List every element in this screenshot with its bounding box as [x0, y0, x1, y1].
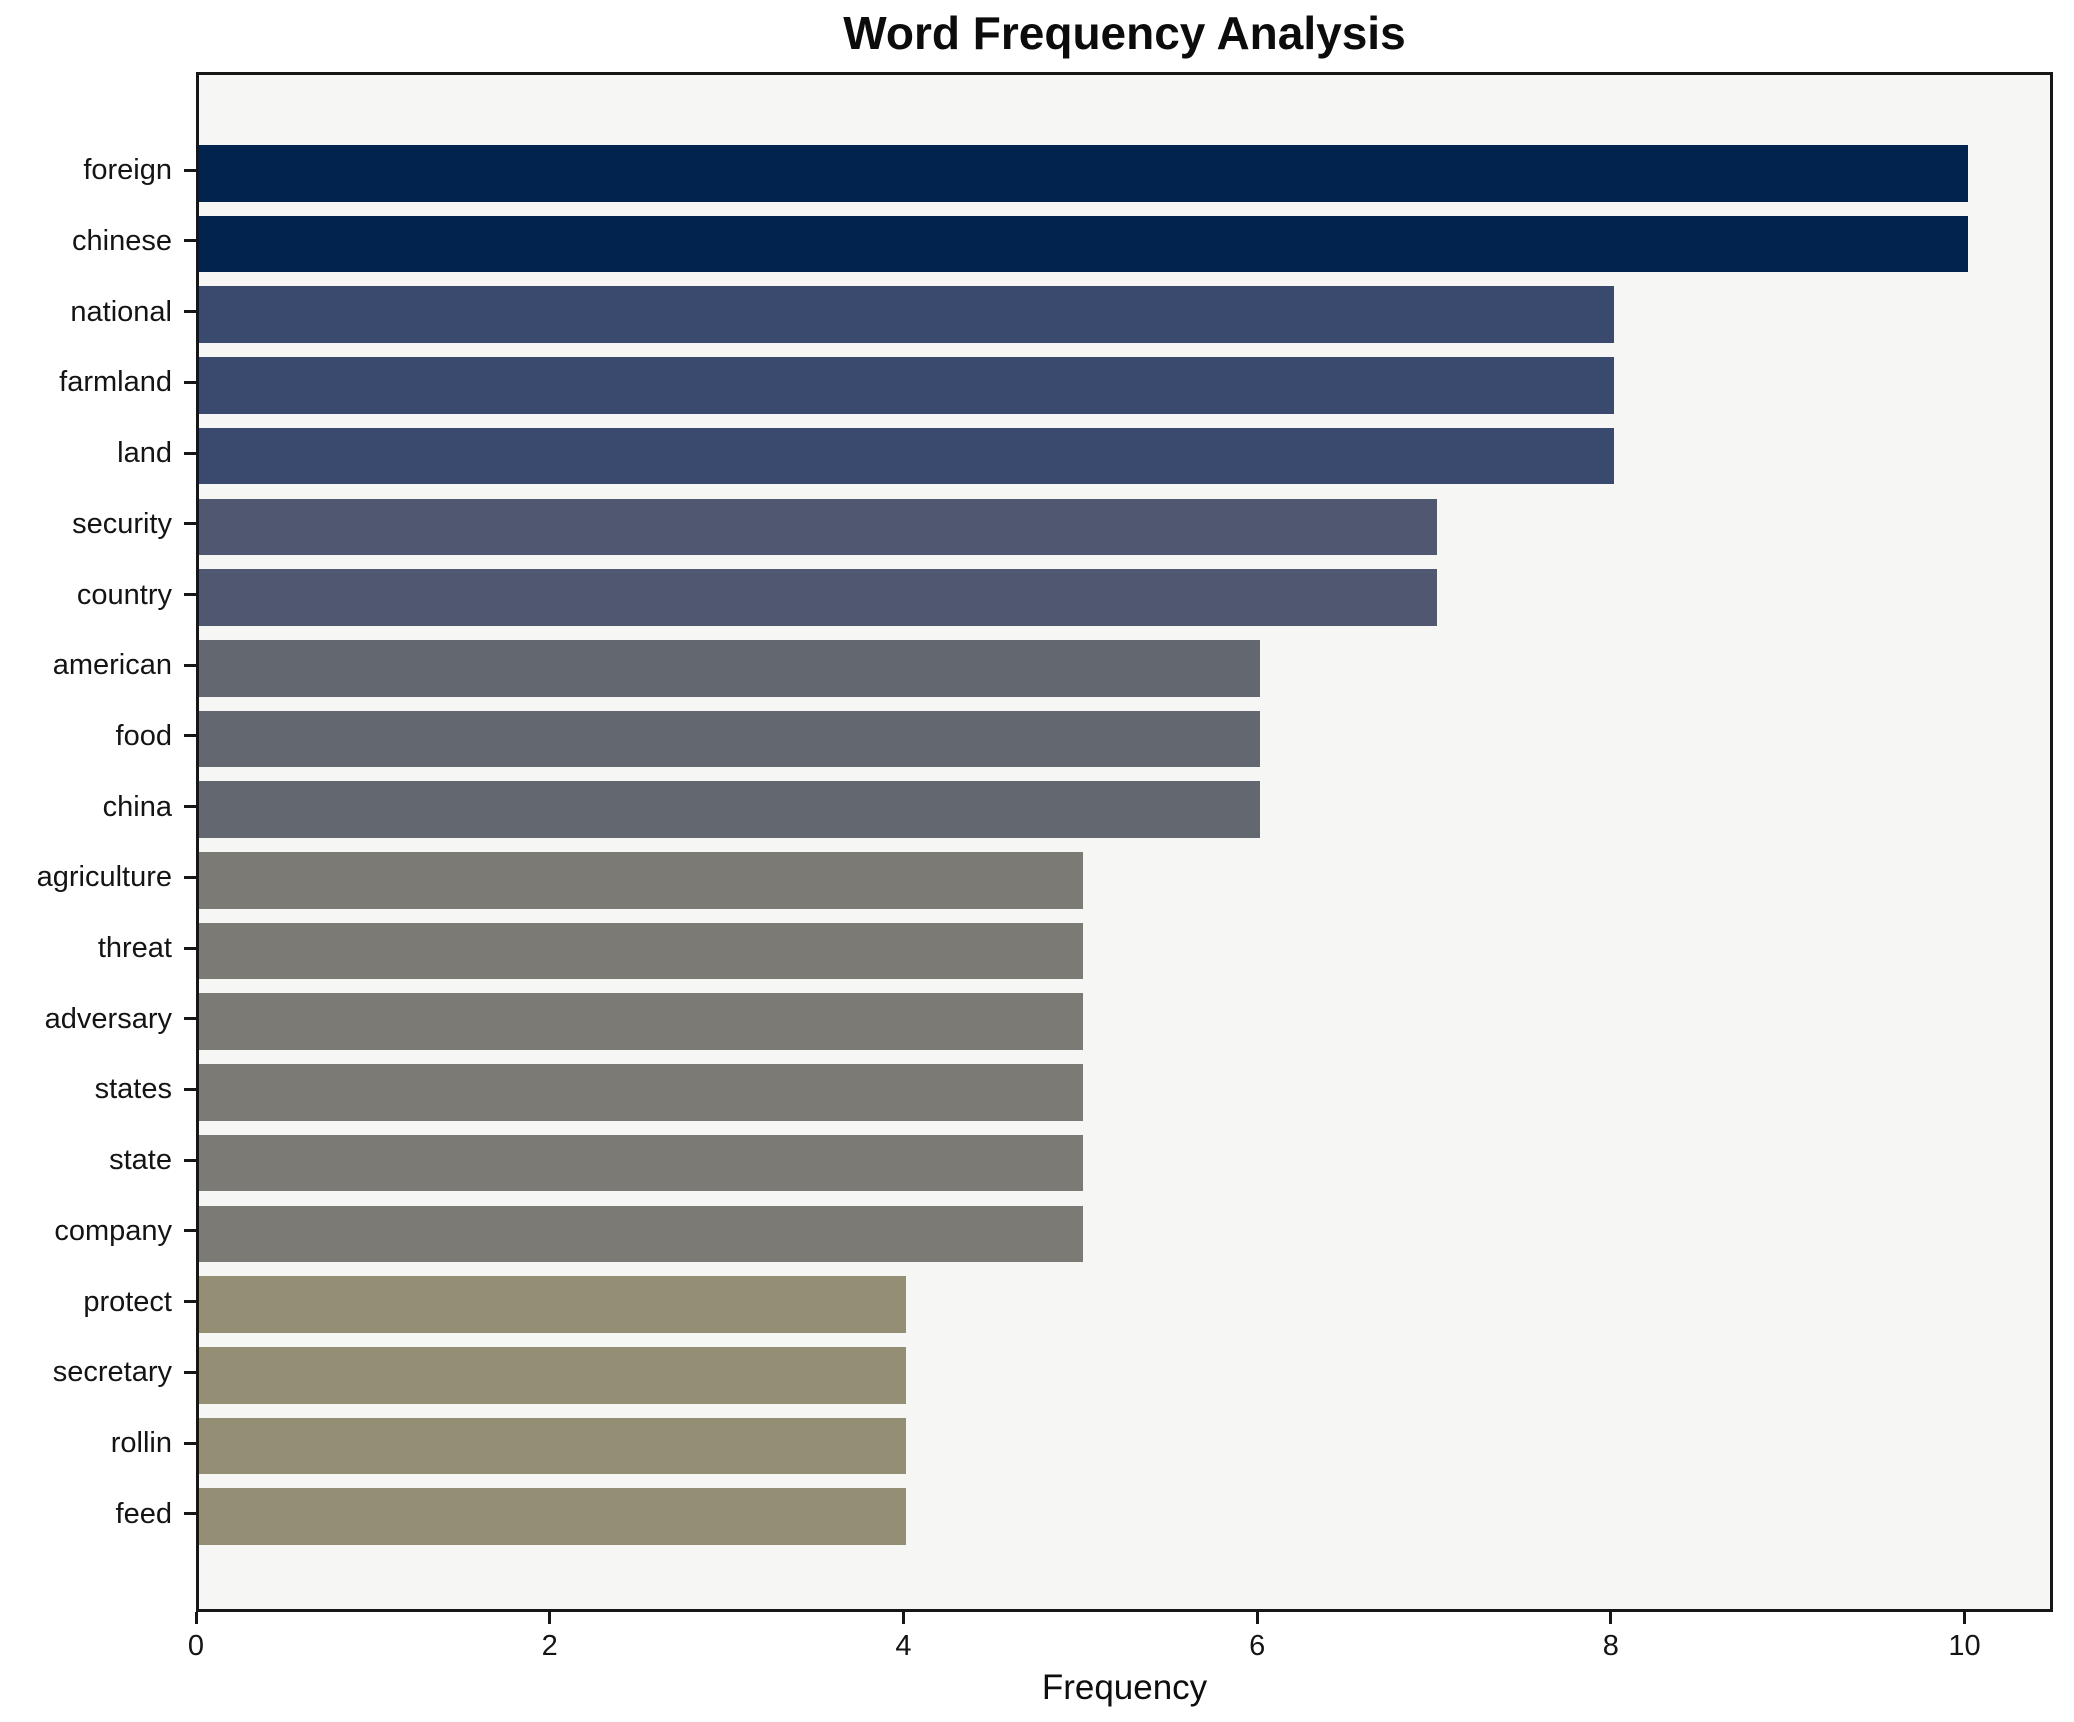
y-tick-label-country: country — [76, 578, 172, 611]
bar-chinese — [199, 215, 1968, 273]
y-tick-mark — [184, 1370, 196, 1374]
y-tick-mark — [184, 1017, 196, 1021]
bar-food — [199, 710, 1261, 768]
x-tick-mark — [1963, 1612, 1967, 1624]
bar-secretary — [199, 1347, 907, 1404]
y-tick-mark — [184, 1512, 196, 1516]
bar-country — [199, 569, 1437, 626]
y-tick-mark — [184, 875, 196, 879]
x-tick-label-0: 0 — [187, 1630, 205, 1662]
y-tick-label-chinese: chinese — [72, 224, 172, 257]
x-tick-label-8: 8 — [1602, 1630, 1619, 1662]
bar-farmland — [199, 357, 1614, 414]
y-tick-label-company: company — [54, 1214, 172, 1247]
y-tick-label-secretary: secretary — [52, 1356, 172, 1389]
chart-title: Word Frequency Analysis — [843, 7, 1406, 59]
y-tick-label-american: american — [52, 649, 172, 682]
y-tick-mark — [184, 663, 196, 667]
y-tick-mark — [184, 168, 196, 172]
y-tick-mark — [184, 1087, 196, 1091]
bar-adversary — [199, 993, 1084, 1051]
y-tick-label-land: land — [117, 437, 172, 470]
y-tick-label-china: china — [102, 790, 172, 823]
y-tick-mark — [184, 1229, 196, 1233]
y-tick-mark — [184, 805, 196, 809]
y-tick-label-states: states — [94, 1073, 172, 1106]
y-tick-label-feed: feed — [115, 1497, 172, 1530]
y-tick-label-food: food — [115, 719, 172, 752]
bar-state — [199, 1134, 1084, 1192]
bar-company — [199, 1205, 1084, 1263]
bar-national — [199, 286, 1614, 343]
y-tick-label-national: national — [70, 295, 172, 328]
x-tick-mark — [901, 1612, 905, 1624]
y-tick-mark — [184, 310, 196, 314]
bar-agriculture — [199, 852, 1084, 909]
x-tick-label-10: 10 — [1948, 1630, 1981, 1662]
y-tick-mark — [184, 1300, 196, 1304]
y-tick-mark — [184, 451, 196, 455]
bar-rollin — [199, 1417, 907, 1475]
x-axis-title: Frequency — [1041, 1668, 1208, 1707]
y-tick-mark — [184, 239, 196, 243]
y-tick-mark — [184, 734, 196, 738]
x-tick-label-2: 2 — [541, 1630, 558, 1662]
x-tick-mark — [548, 1612, 552, 1624]
bar-feed — [199, 1488, 907, 1545]
y-tick-label-security: security — [72, 507, 172, 540]
y-tick-label-protect: protect — [83, 1285, 172, 1318]
bars-layer — [199, 75, 2050, 1609]
y-tick-label-adversary: adversary — [44, 1002, 172, 1035]
bar-land — [199, 427, 1614, 485]
x-tick-mark — [194, 1612, 198, 1624]
x-tick-label-6: 6 — [1249, 1630, 1266, 1662]
bar-threat — [199, 922, 1084, 980]
y-tick-mark — [184, 1158, 196, 1162]
bar-states — [199, 1064, 1084, 1121]
y-tick-label-threat: threat — [97, 932, 172, 965]
y-tick-mark — [184, 593, 196, 597]
bar-foreign — [199, 145, 1968, 202]
x-tick-mark — [1609, 1612, 1613, 1624]
y-tick-mark — [184, 946, 196, 950]
x-tick-mark — [1255, 1612, 1259, 1624]
bar-american — [199, 639, 1261, 697]
y-tick-label-rollin: rollin — [110, 1427, 172, 1459]
y-tick-label-farmland: farmland — [59, 366, 172, 399]
y-tick-label-agriculture: agriculture — [36, 861, 172, 894]
x-tick-label-4: 4 — [895, 1630, 912, 1662]
bar-protect — [199, 1276, 907, 1333]
y-tick-label-foreign: foreign — [83, 154, 172, 187]
bar-china — [199, 781, 1261, 838]
bar-security — [199, 498, 1437, 556]
y-tick-mark — [184, 1441, 196, 1445]
y-tick-label-state: state — [109, 1144, 172, 1177]
y-tick-mark — [184, 522, 196, 526]
y-tick-mark — [184, 380, 196, 384]
plot-area — [196, 72, 2053, 1612]
